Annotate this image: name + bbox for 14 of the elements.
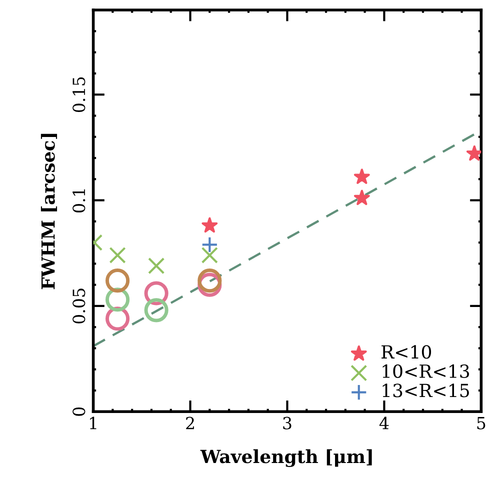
legend-label: R<10 [382,345,432,359]
y-tick-label: 0.15 [72,77,86,112]
y-tick-label: 0 [72,407,86,416]
x-tick-label: 4 [379,416,389,430]
x-axis-title: Wavelength [μm] [200,449,372,468]
x-tick-label: 2 [186,416,194,430]
y-axis-title: FWHM [arcsec] [40,134,58,290]
x-tick-label: 1 [90,416,96,430]
x-tick-label: 5 [477,417,486,430]
y-tick-label: 0.1 [72,189,86,212]
legend-label: 10<R<13 [382,364,469,378]
legend-label: 13<R<15 [382,384,469,398]
y-tick-label: 0.05 [72,288,86,324]
x-tick-label: 3 [283,416,292,430]
